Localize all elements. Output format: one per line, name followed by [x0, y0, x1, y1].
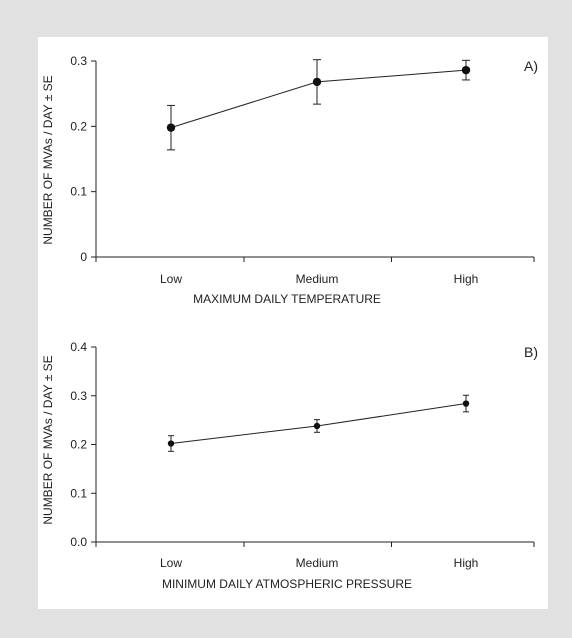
figure-svg: 0 0.1 0.2 0.3 Low Medium High A) MAXIMUM DAILY… [41, 54, 538, 591]
chart-a-data-point [461, 65, 471, 75]
chart-a-data-point [166, 123, 176, 132]
chart-b-plot: 0.0 0.1 0.2 0.3 0.4 Low Medium High [70, 340, 535, 570]
chart-a-x-tick-label: Medium [296, 272, 339, 286]
chart-a-x-tick-label: High [454, 272, 479, 286]
chart-b-y-tick-label: 0.0 [70, 535, 87, 549]
chart-a-x-tick-label: Low [160, 272, 182, 286]
chart-b-y-tick-label: 0.3 [70, 389, 87, 403]
chart-b: 0.0 0.1 0.2 0.3 0.4 Low Medium High B) MINIMUM … [41, 340, 538, 591]
chart-a-y-tick-label: 0.3 [70, 54, 87, 68]
chart-a: 0 0.1 0.2 0.3 Low Medium High A) MAXIMUM DAILY… [41, 54, 538, 306]
chart-b-y-tick-label: 0.4 [70, 340, 87, 354]
chart-b-x-tick-label: High [454, 556, 479, 570]
chart-b-data-point [167, 440, 175, 447]
chart-a-y-tick-label: 0.1 [70, 185, 87, 199]
chart-b-x-tick-label: Medium [296, 556, 339, 570]
chart-a-x-axis-title: MAXIMUM DAILY TEMPERATURE [193, 292, 381, 306]
chart-b-data-point [462, 400, 470, 407]
figure-panel: 0 0.1 0.2 0.3 Low Medium High A) MAXIMUM DAILY… [38, 37, 548, 609]
chart-a-y-tick-label: 0.2 [70, 119, 87, 133]
chart-b-y-tick-label: 0.2 [70, 438, 87, 452]
chart-a-y-axis-title: NUMBER OF MVAs / DAY ± SE [41, 75, 55, 244]
chart-a-data-point [312, 77, 322, 87]
chart-b-y-axis-title: NUMBER OF MVAs / DAY ± SE [41, 355, 55, 524]
chart-b-x-axis-title: MINIMUM DAILY ATMOSPHERIC PRESSURE [162, 577, 412, 591]
chart-b-x-tick-label: Low [160, 556, 182, 570]
chart-a-panel-label: A) [524, 58, 538, 74]
chart-a-plot: 0 0.1 0.2 0.3 Low Medium High [70, 54, 535, 286]
chart-b-y-tick-label: 0.1 [70, 486, 87, 500]
chart-a-y-tick-label: 0 [80, 250, 87, 264]
chart-b-panel-label: B) [524, 344, 538, 360]
chart-b-data-point [313, 422, 321, 430]
